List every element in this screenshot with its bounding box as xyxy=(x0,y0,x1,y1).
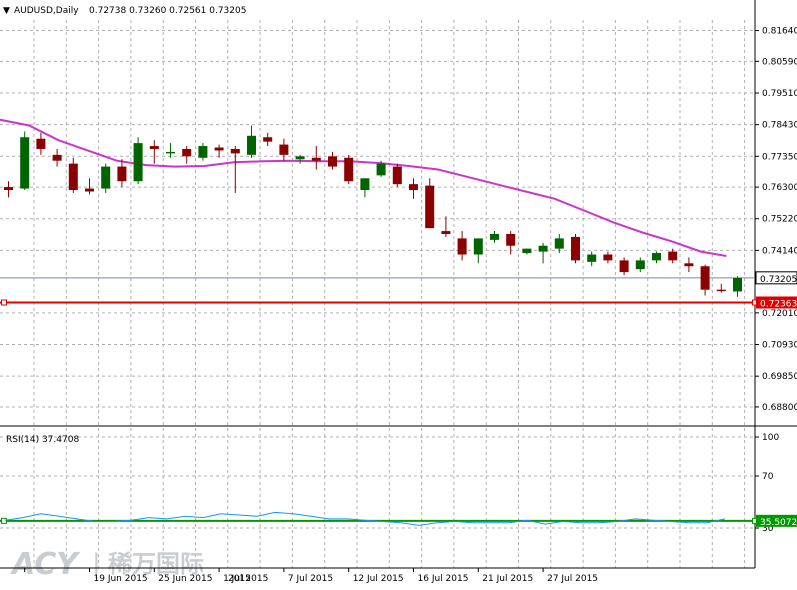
y-tick-label: 0.72010 xyxy=(762,309,797,319)
candle-bull xyxy=(247,135,256,155)
candle-bull xyxy=(20,137,30,189)
y-tick-label: 0.80590 xyxy=(762,57,797,67)
candle-bear xyxy=(52,154,62,161)
candle-bull xyxy=(360,178,370,191)
candle-bull xyxy=(522,248,532,254)
x-tick-label: 25 Jun 2015 xyxy=(158,574,212,584)
candle-bear xyxy=(441,231,451,234)
candle-bear xyxy=(36,138,46,149)
candle-bear xyxy=(311,157,321,161)
candle-bull xyxy=(166,151,175,154)
symbol-label: AUDUSD,Daily xyxy=(14,6,79,16)
rsi-indicator-label: RSI(14) 37.4708 xyxy=(6,435,79,445)
current-price-tag xyxy=(755,271,797,285)
support-price-tag-label: 0.72363 xyxy=(760,299,797,309)
candle-bull xyxy=(133,143,143,182)
candle-bear xyxy=(85,188,94,192)
watermark-cjk: 稀万国际 xyxy=(108,550,204,578)
collapse-arrow-icon[interactable]: ▼ xyxy=(3,6,10,16)
candle-bull xyxy=(587,254,597,262)
candle-bull xyxy=(295,156,305,160)
candle-bear xyxy=(457,238,467,255)
candle-bear xyxy=(279,144,289,155)
y-tick-label: 0.78430 xyxy=(762,121,797,131)
candle-bull xyxy=(198,146,208,158)
y-tick-label: 0.81640 xyxy=(762,27,797,37)
candle-bear xyxy=(117,166,127,182)
ohlc-readout: 0.72738 0.73260 0.72561 0.73205 xyxy=(89,6,246,16)
rsi-level-tag-label: 35.5072 xyxy=(760,518,797,528)
candle-bull xyxy=(554,238,564,249)
candle-bear xyxy=(328,156,337,167)
x-tick-label: 7 Jul 2015 xyxy=(288,574,333,584)
rsi-level-handle xyxy=(1,517,7,524)
candle-bear xyxy=(716,289,726,292)
rsi-level-tag xyxy=(756,514,797,527)
rsi-tick-label: 30 xyxy=(762,524,774,534)
candle-bear xyxy=(571,236,580,261)
rsi-tick-label: 70 xyxy=(762,472,774,482)
x-tick-label: 19 Jun 2015 xyxy=(94,574,148,584)
y-tick-label: 0.75220 xyxy=(762,215,797,225)
y-tick-label: 0.68800 xyxy=(762,403,797,413)
candle-bear xyxy=(506,233,516,246)
candle-bull xyxy=(473,238,483,255)
current-price-tag-label: 0.73205 xyxy=(760,275,797,285)
support-price-tag xyxy=(756,296,797,309)
x-tick-label: 1 Jul 2015 xyxy=(223,574,268,584)
candle-bear xyxy=(182,148,192,157)
y-tick-label: 0.70930 xyxy=(762,341,797,351)
candle-bull xyxy=(538,245,548,252)
x-tick-label: 2015 xyxy=(228,574,251,584)
rsi-pane xyxy=(0,511,758,526)
candle-bear xyxy=(700,266,710,290)
axis-labels: 0.81640 0.80590 0.79510 0.78430 0.77350 0.763… xyxy=(24,27,797,584)
candle-bull xyxy=(652,253,661,261)
x-tick-label: 16 Jul 2015 xyxy=(418,574,469,584)
support-line-handle xyxy=(1,299,7,306)
watermark: ACY | 稀万国际 xyxy=(10,547,204,582)
grid-layer xyxy=(0,20,755,568)
price-pane xyxy=(0,118,758,306)
candle-bear xyxy=(4,187,13,191)
candle-bull xyxy=(376,163,386,176)
y-tick-label: 0.77350 xyxy=(762,152,797,162)
candle-bear xyxy=(214,147,224,151)
candle-bull xyxy=(733,277,742,292)
candle-bull xyxy=(490,233,499,240)
candle-bear xyxy=(68,163,78,191)
watermark-brand: ACY xyxy=(10,547,81,582)
candle-bear xyxy=(619,260,629,273)
x-tick-label: 12 Jul 2015 xyxy=(353,574,404,584)
candle-bull xyxy=(101,166,111,189)
candle-bear xyxy=(425,185,435,229)
rsi-tick-label: 100 xyxy=(762,433,779,443)
x-tick-label: 27 Jul 2015 xyxy=(547,574,598,584)
candle-bear xyxy=(409,184,418,191)
candle-bear xyxy=(684,263,694,267)
rsi-line xyxy=(4,511,726,526)
candle-bear xyxy=(603,254,613,261)
y-tick-label: 0.74140 xyxy=(762,246,797,256)
y-tick-label: 0.69850 xyxy=(762,372,797,382)
x-tick-label: 21 Jul 2015 xyxy=(482,574,533,584)
candle-bear xyxy=(392,166,402,185)
y-tick-label: 0.79510 xyxy=(762,89,797,99)
candle-bear xyxy=(668,251,678,261)
candle-bear xyxy=(263,137,273,142)
candle-bear xyxy=(230,148,240,154)
watermark-divider: | xyxy=(92,549,101,579)
candle-bull xyxy=(635,260,645,270)
candle-bear xyxy=(344,157,354,182)
candle-bear xyxy=(149,146,159,149)
y-tick-label: 0.76300 xyxy=(762,183,797,193)
